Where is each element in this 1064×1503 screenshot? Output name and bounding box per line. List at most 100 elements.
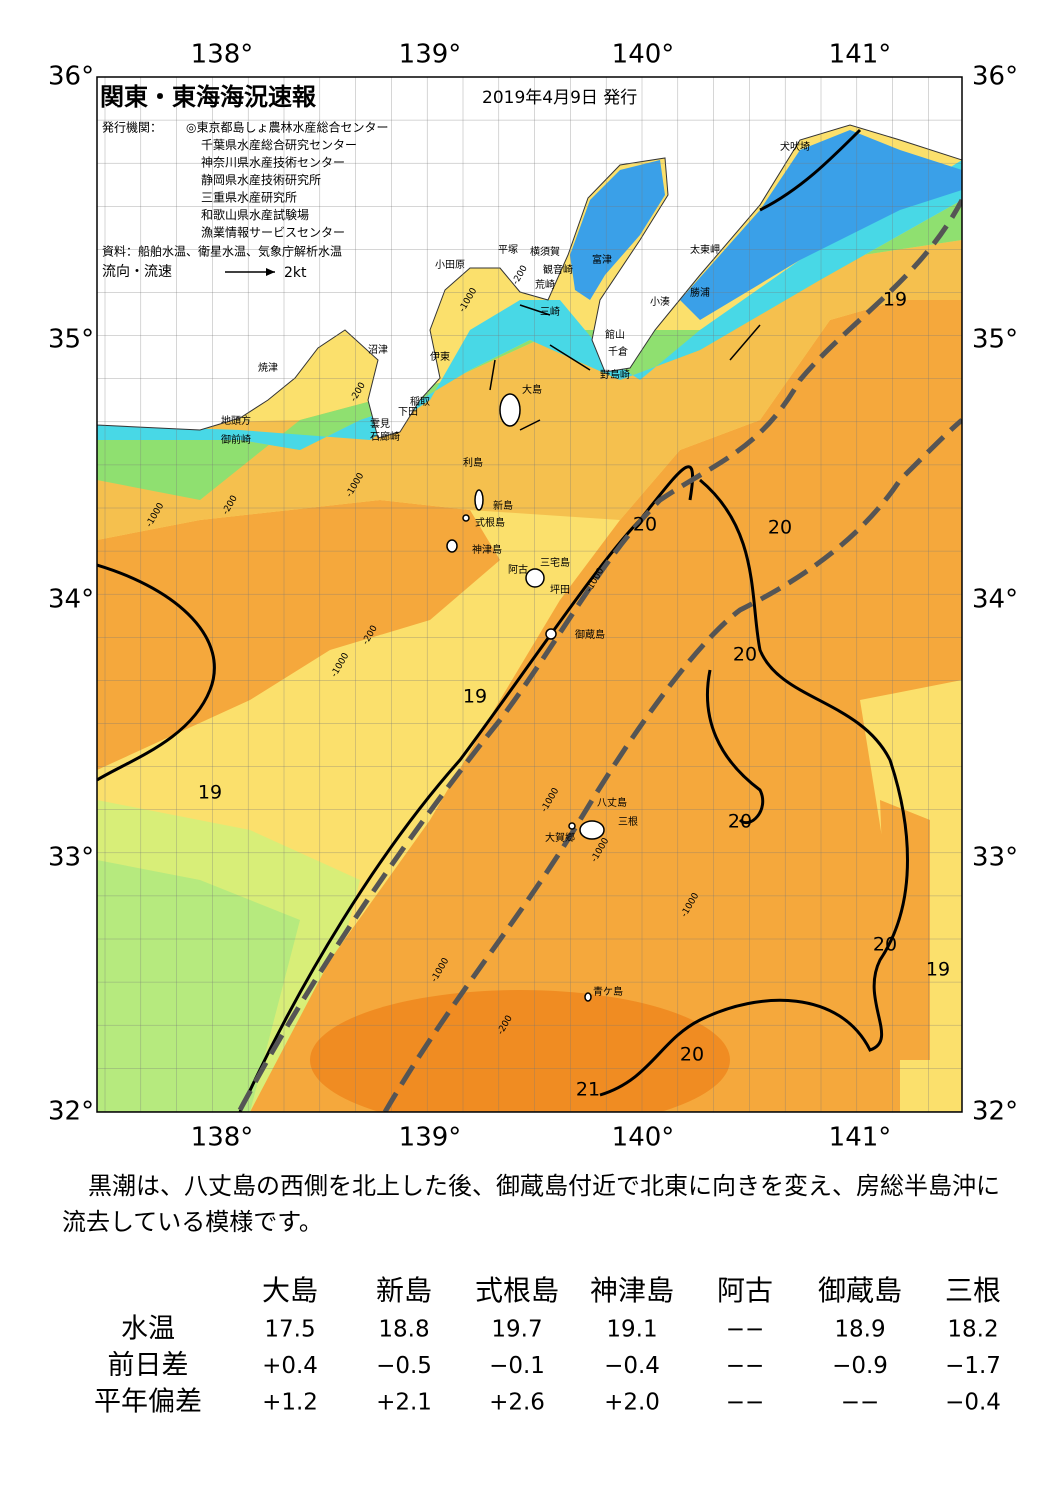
table-cell: 19.7 xyxy=(491,1317,542,1343)
place-label: 小湊 xyxy=(650,295,670,308)
issuer: 千葉県水産総合研究センター xyxy=(201,137,357,152)
lat-label: 33° xyxy=(48,843,94,873)
table-cell: 17.5 xyxy=(264,1317,315,1343)
islands xyxy=(446,393,605,1002)
table-header: 神津島 xyxy=(590,1274,674,1307)
place-label: 阿古 xyxy=(508,563,528,576)
issuer: 漁業情報サービスセンター xyxy=(201,226,345,240)
lat-label: 36° xyxy=(48,62,94,92)
lat-label: 35° xyxy=(972,325,1018,355)
description: 黒潮は、八丈島の西側を北上した後、御蔵島付近で北東に向きを変え、房総半島沖に流去… xyxy=(62,1172,1000,1236)
place-label: 勝浦 xyxy=(690,286,710,299)
issuer: 三重県水産研究所 xyxy=(201,190,297,205)
table-header: 阿古 xyxy=(717,1274,773,1307)
isotherm-label: 19 xyxy=(883,289,907,311)
place-label: 伊東 xyxy=(430,350,450,363)
isotherm xyxy=(599,478,909,1097)
isotherm xyxy=(238,465,695,1112)
row-label: 前日差 xyxy=(108,1350,189,1381)
lon-label: 139° xyxy=(399,40,462,70)
place-label: 八丈島 xyxy=(597,796,627,809)
isotherm-label: 19 xyxy=(198,782,222,804)
place-label: 青ケ島 xyxy=(593,985,623,998)
isotherm-label: 21 xyxy=(576,1079,600,1101)
lon-label: 141° xyxy=(829,1123,892,1153)
isotherm-label: 19 xyxy=(926,959,950,981)
lon-label: 140° xyxy=(612,1123,675,1153)
lat-label: 35° xyxy=(48,325,94,355)
table-cell: 18.8 xyxy=(378,1317,429,1343)
isotherm-label: 20 xyxy=(768,517,792,539)
issuer: 静岡県水産技術研究所 xyxy=(201,172,321,187)
place-label: 御蔵島 xyxy=(575,628,605,641)
row-label: 平年偏差 xyxy=(94,1387,202,1418)
lat-label: 34° xyxy=(48,585,94,615)
place-label: 三崎 xyxy=(540,305,560,318)
table-cell: 19.1 xyxy=(606,1317,657,1343)
table-cell: +2.6 xyxy=(489,1390,545,1416)
table-cell: +2.0 xyxy=(604,1390,660,1416)
table-cell: −1.7 xyxy=(945,1353,1001,1379)
table-cell: +2.1 xyxy=(376,1390,432,1416)
table-cell: −0.1 xyxy=(489,1353,545,1379)
isotherm-label: 19 xyxy=(463,686,487,708)
sea-orange-west xyxy=(97,500,500,770)
map: 関東・東海海況速報 2019年4月9日 発行 発行機関： 資料：船舶水温、衛星水… xyxy=(48,40,1018,1153)
table-cell: −0.4 xyxy=(945,1390,1001,1416)
issuers-label: 発行機関： xyxy=(102,120,162,135)
table-cell: −0.5 xyxy=(376,1353,432,1379)
table-cell: 18.2 xyxy=(947,1317,998,1343)
isotherm-label: 20 xyxy=(680,1044,704,1066)
table-header: 御蔵島 xyxy=(818,1274,902,1307)
isotherm xyxy=(97,563,216,782)
sea-green xyxy=(97,840,320,1112)
place-label: 石廊崎 xyxy=(370,430,400,443)
isotherm-label: 20 xyxy=(733,644,757,666)
lat-label: 36° xyxy=(972,62,1018,92)
kuroshio-axis xyxy=(382,418,962,1112)
table-header: 三根 xyxy=(945,1274,1001,1307)
issue-date: 2019年4月9日 発行 xyxy=(482,88,637,108)
issuer: 和歌山県水産試験場 xyxy=(201,207,309,222)
lon-label: 138° xyxy=(191,40,254,70)
lat-label: 32° xyxy=(48,1097,94,1127)
legend-arrowhead xyxy=(266,268,275,276)
table-cell: −− xyxy=(726,1353,765,1379)
place-label: 観音崎 xyxy=(543,263,573,276)
table-header: 式根島 xyxy=(475,1274,559,1307)
place-label: 新島 xyxy=(493,499,513,512)
isotherm-label: 20 xyxy=(633,514,657,536)
issuer: 神奈川県水産技術センター xyxy=(201,155,345,170)
place-label: 館山 xyxy=(605,328,625,341)
place-label: 平塚 xyxy=(498,244,518,256)
place-label: 野島崎 xyxy=(600,368,630,381)
map-frame xyxy=(96,76,963,1113)
lon-label: 141° xyxy=(829,40,892,70)
place-label: 稲取 xyxy=(410,396,430,408)
place-label: 犬吠埼 xyxy=(780,140,810,153)
place-label: 富津 xyxy=(592,253,612,266)
grid xyxy=(97,77,962,1112)
table-cell: −− xyxy=(726,1390,765,1416)
sea-cyan xyxy=(97,160,962,450)
place-label: 雲見 xyxy=(370,418,390,430)
isotherm-label: 20 xyxy=(728,811,752,833)
isotherm xyxy=(759,128,862,212)
table-cell: 18.9 xyxy=(834,1317,885,1343)
lon-label: 139° xyxy=(399,1123,462,1153)
legend-label: 流向・流速 xyxy=(102,264,172,280)
place-label: 太東岬 xyxy=(690,243,720,256)
place-label: 小田原 xyxy=(435,259,465,271)
table-cell: −0.9 xyxy=(832,1353,888,1379)
lon-label: 140° xyxy=(612,40,675,70)
place-label: 式根島 xyxy=(475,516,505,529)
place-label: 三根 xyxy=(618,815,638,828)
place-label: 焼津 xyxy=(258,362,278,374)
row-label: 水温 xyxy=(121,1314,175,1345)
land xyxy=(97,77,962,439)
place-label: 御前崎 xyxy=(221,433,251,446)
place-label: 沼津 xyxy=(368,343,388,356)
place-label: 利島 xyxy=(463,456,483,469)
